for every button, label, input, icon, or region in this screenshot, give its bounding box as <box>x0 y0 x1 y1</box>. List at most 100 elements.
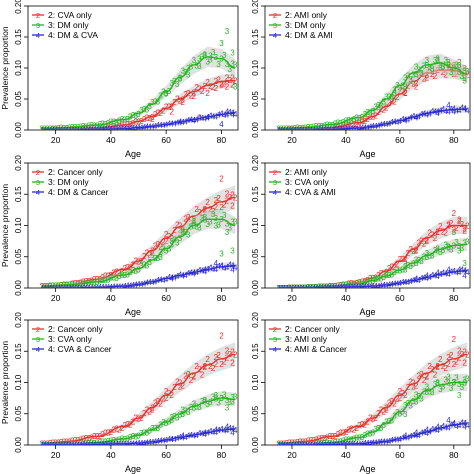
y-tick-label: 0.10 <box>251 60 260 76</box>
data-point-marker: 3 <box>408 75 413 84</box>
data-point-marker: 3 <box>208 218 213 227</box>
data-point-marker: 4 <box>395 436 400 445</box>
data-point-marker: 2 <box>103 123 108 132</box>
data-point-marker: 4 <box>433 425 438 434</box>
confidence-band <box>41 261 236 288</box>
x-tick-label: 40 <box>341 135 351 145</box>
data-point-marker: 4 <box>452 107 457 116</box>
data-point-marker: 3 <box>53 441 58 450</box>
data-point-marker: 4 <box>317 126 322 135</box>
data-point-marker: 4 <box>414 429 419 438</box>
legend-swatch-marker: 2 <box>273 325 277 334</box>
data-point-marker: 3 <box>357 114 362 123</box>
data-point-marker: 3 <box>403 262 408 271</box>
data-point-marker: 2 <box>287 439 292 448</box>
data-point-marker: 3 <box>317 439 322 448</box>
data-point-marker: 4 <box>211 428 216 437</box>
data-point-marker: 3 <box>411 70 416 79</box>
data-point-marker: 2 <box>443 229 448 238</box>
data-point-marker: 4 <box>70 126 75 135</box>
data-point-marker: 3 <box>145 261 150 270</box>
data-point-marker: 3 <box>390 92 395 101</box>
data-point-marker: 4 <box>45 441 50 450</box>
data-point-marker: 3 <box>216 221 221 230</box>
y-axis-title: Prevalence proportion <box>0 184 10 267</box>
data-point-marker: 3 <box>186 408 191 417</box>
y-tick-label: 0.15 <box>14 343 23 359</box>
data-point-marker: 4 <box>225 110 230 119</box>
data-point-marker: 3 <box>381 98 386 107</box>
data-point-marker: 2 <box>433 72 438 81</box>
data-point-marker: 3 <box>314 440 319 449</box>
data-point-marker: 2 <box>452 225 457 234</box>
data-point-marker: 3 <box>460 383 465 392</box>
legend-swatch-marker: 4 <box>273 31 277 40</box>
legend-swatch-marker: 2 <box>36 168 40 177</box>
data-point-marker: 4 <box>120 440 125 449</box>
data-point-marker: 4 <box>373 438 378 447</box>
data-point-marker: 4 <box>349 283 354 292</box>
data-point-marker: 4 <box>169 275 174 284</box>
data-point-marker: 2 <box>203 82 208 91</box>
data-point-marker: 4 <box>309 284 314 293</box>
data-point-marker: 2 <box>430 70 435 79</box>
data-point-marker: 3 <box>200 52 205 61</box>
data-point-marker: 4 <box>56 126 61 135</box>
data-point-marker: 2 <box>122 421 127 430</box>
data-point-marker: 2 <box>147 250 152 259</box>
data-point-marker: 2 <box>131 119 136 128</box>
data-point-marker: 2 <box>214 196 219 205</box>
legend-entry-label: 4: CVA & AMI <box>285 187 336 197</box>
data-point-marker: 4 <box>446 265 451 274</box>
data-point-marker: 2 <box>219 360 224 369</box>
data-point-marker: 3 <box>42 441 47 450</box>
data-point-marker: 4 <box>100 440 105 449</box>
series-line <box>41 218 236 287</box>
legend-entry-label: 3: CVA only <box>48 334 93 344</box>
data-point-marker: 2 <box>114 267 119 276</box>
confidence-band <box>41 391 236 445</box>
confidence-band <box>41 342 236 445</box>
data-point-marker: 3 <box>400 82 405 91</box>
data-point-marker: 4 <box>134 439 139 448</box>
data-point-marker: 3 <box>147 258 152 267</box>
data-point-marker: 4 <box>95 283 100 292</box>
data-point-marker: 4 <box>344 440 349 449</box>
data-point-marker: 2 <box>164 394 169 403</box>
data-point-marker: 4 <box>106 440 111 449</box>
series-line <box>278 269 468 288</box>
data-point-marker: 2 <box>153 241 158 250</box>
data-point-marker: 3 <box>225 228 230 237</box>
data-point-marker: 4 <box>62 441 67 450</box>
data-point-marker: 4 <box>192 269 197 278</box>
data-point-marker: 3 <box>449 384 454 393</box>
data-point-marker: 2 <box>395 394 400 403</box>
data-point-marker: 2 <box>462 226 467 235</box>
data-point-marker: 4 <box>51 441 56 450</box>
data-point-marker: 2 <box>214 360 219 369</box>
data-point-marker: 3 <box>379 275 384 284</box>
data-point-marker: 2 <box>222 200 227 209</box>
data-point-marker: 3 <box>282 284 287 293</box>
data-point-marker: 3 <box>40 441 45 450</box>
data-point-marker: 3 <box>371 107 376 116</box>
data-point-marker: 2 <box>303 283 308 292</box>
data-point-marker: 2 <box>425 237 430 246</box>
data-point-marker: 2 <box>95 124 100 133</box>
data-point-marker: 3 <box>414 70 419 79</box>
data-point-marker: 2 <box>314 283 319 292</box>
data-point-marker: 2 <box>446 222 451 231</box>
data-point-marker: 2 <box>169 103 174 112</box>
series-line <box>278 381 468 445</box>
series-line <box>278 353 468 445</box>
data-point-marker: 4 <box>92 440 97 449</box>
data-point-marker: 3 <box>169 237 174 246</box>
data-point-marker: 4 <box>98 440 103 449</box>
data-point-marker: 3 <box>227 65 232 74</box>
data-point-marker: 4 <box>287 441 292 450</box>
data-point-marker: 2 <box>333 123 338 132</box>
data-point-marker: 4 <box>192 117 197 126</box>
data-point-marker: 3 <box>425 56 430 65</box>
data-point-marker: 4 <box>181 271 186 280</box>
